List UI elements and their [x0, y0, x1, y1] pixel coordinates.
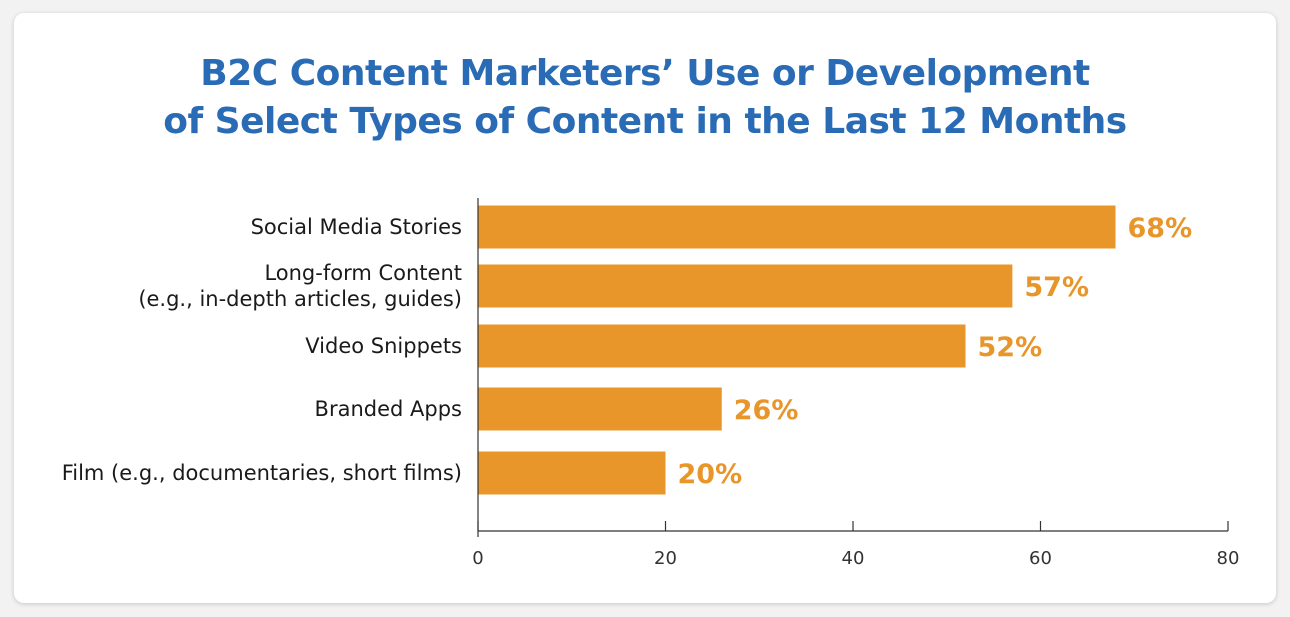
value-label-4: 20% [678, 459, 743, 490]
bar-2 [478, 324, 966, 368]
axis-layer: 0 20 40 60 80 [472, 198, 1239, 569]
chart-title-line-2: of Select Types of Content in the Last 1… [163, 101, 1127, 142]
x-tick-label-0: 0 [472, 548, 483, 569]
bars-layer: 68% Social Media Stories 57% Long-form Cont… [62, 205, 1193, 495]
x-tick-label-2: 40 [842, 548, 865, 569]
bar-4 [478, 451, 666, 495]
chart-card [14, 13, 1276, 603]
category-label-2: Video Snippets [305, 334, 462, 358]
category-label-1-line-0: Long-form Content [264, 261, 462, 285]
category-label-3: Branded Apps [315, 397, 462, 421]
value-label-3: 26% [734, 395, 799, 426]
value-label-1: 57% [1024, 272, 1089, 303]
bar-0 [478, 205, 1116, 249]
category-label-0: Social Media Stories [251, 215, 462, 239]
category-label-4: Film (e.g., documentaries, short films) [62, 461, 462, 485]
value-label-0: 68% [1128, 213, 1193, 244]
bar-1 [478, 264, 1013, 308]
chart-title-line-1: B2C Content Marketers’ Use or Developmen… [200, 53, 1090, 94]
x-tick-label-1: 20 [654, 548, 677, 569]
chart-title: B2C Content Marketers’ Use or Developmen… [0, 50, 1290, 146]
value-label-2: 52% [978, 332, 1043, 363]
bar-3 [478, 387, 722, 431]
category-label-1-line-1: (e.g., in-depth articles, guides) [138, 287, 462, 311]
x-tick-label-4: 80 [1217, 548, 1240, 569]
x-tick-label-3: 60 [1029, 548, 1052, 569]
